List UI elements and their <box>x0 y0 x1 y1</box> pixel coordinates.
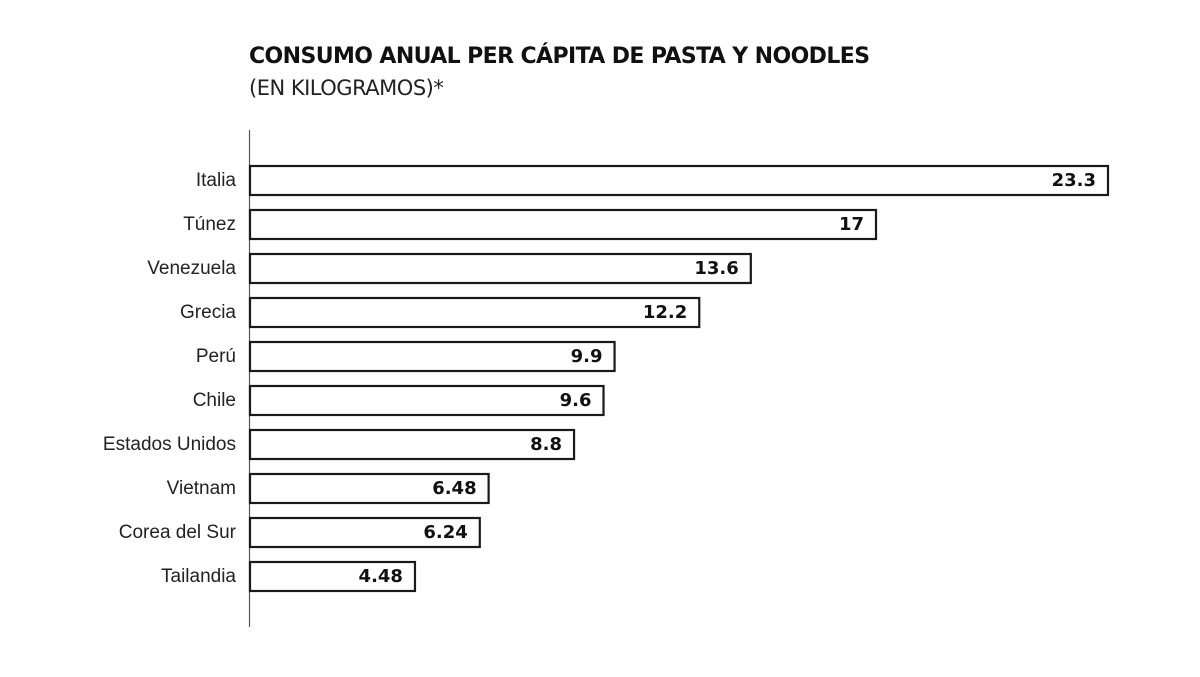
data-label: 9.9 <box>571 346 603 367</box>
bar <box>248 516 481 549</box>
category-label: Túnez <box>183 214 236 235</box>
bar <box>248 428 576 461</box>
bar <box>248 472 490 505</box>
data-label: 9.6 <box>560 390 592 411</box>
category-label: Vietnam <box>167 478 236 499</box>
data-label: 23.3 <box>1052 170 1096 191</box>
category-label: Perú <box>196 346 236 367</box>
data-label: 6.48 <box>432 478 476 499</box>
chart-title: CONSUMO ANUAL PER CÁPITA DE PASTA Y NOOD… <box>249 44 870 69</box>
category-label: Chile <box>193 390 236 411</box>
data-label: 12.2 <box>643 302 687 323</box>
data-label: 8.8 <box>530 434 562 455</box>
chart-subtitle: (EN KILOGRAMOS)* <box>249 76 444 100</box>
data-label: 13.6 <box>694 258 738 279</box>
bar <box>248 252 752 285</box>
category-label: Corea del Sur <box>119 522 237 543</box>
bar <box>248 384 605 417</box>
category-label: Grecia <box>180 302 236 323</box>
category-label: Tailandia <box>161 566 236 587</box>
category-label: Italia <box>196 170 237 191</box>
data-label: 17 <box>839 214 864 235</box>
data-label: 6.24 <box>423 522 467 543</box>
category-label: Estados Unidos <box>103 434 236 455</box>
bars-group: Italia 23.3 Túnez 17 Venezuela 13.6 Grecia 12.2… <box>103 164 1110 593</box>
data-label: 4.48 <box>359 566 403 587</box>
bar <box>248 164 1110 197</box>
category-label: Venezuela <box>147 258 236 279</box>
bar <box>248 296 701 329</box>
bar <box>248 208 878 241</box>
bar <box>248 340 616 373</box>
bar <box>248 560 417 593</box>
